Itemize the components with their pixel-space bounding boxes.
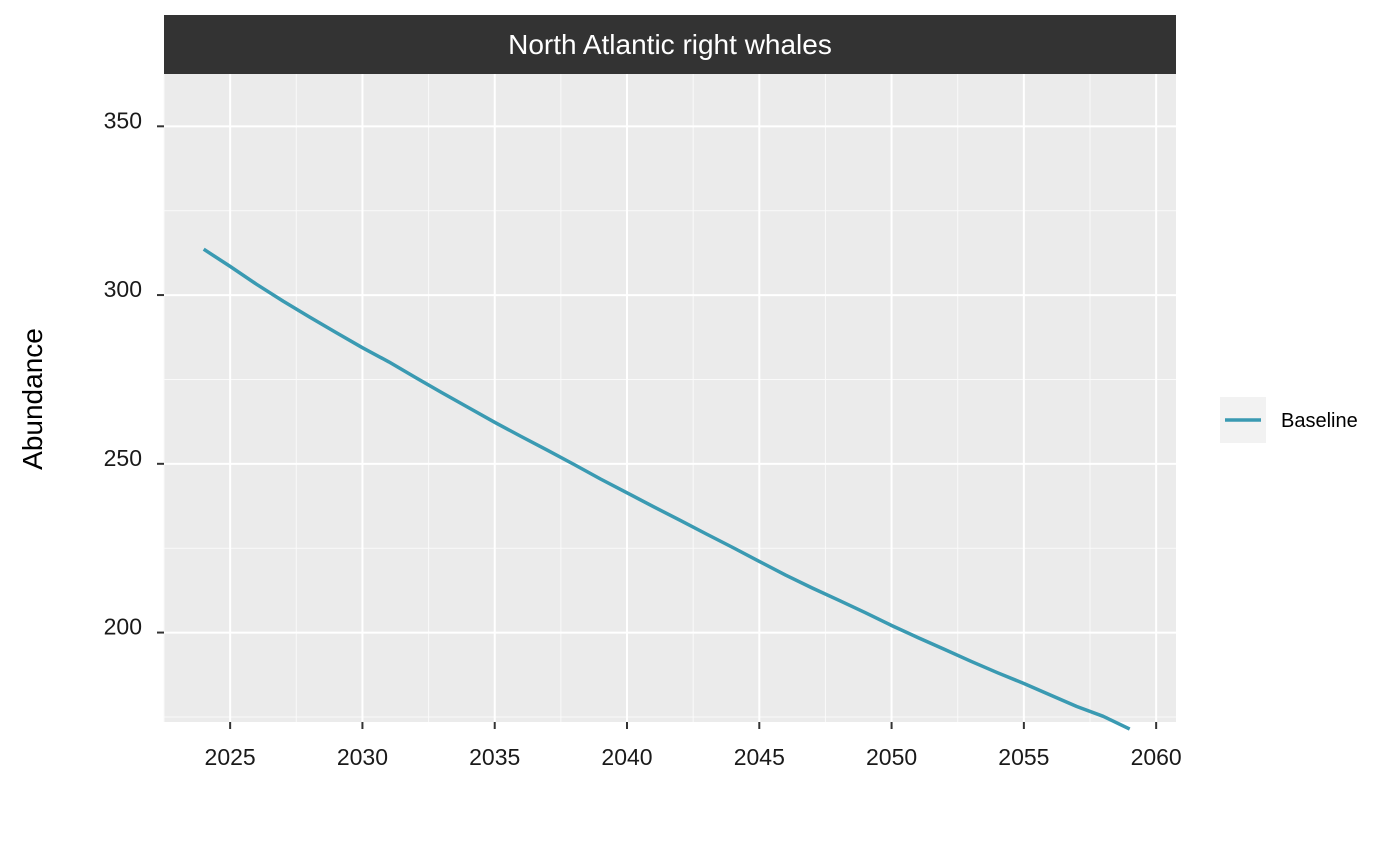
facet-strip <box>164 15 1176 74</box>
facet-title: North Atlantic right whales <box>508 29 832 60</box>
y-axis: 200 250 300 350 <box>104 107 164 640</box>
series-line-baseline <box>202 247 1131 731</box>
x-tick-label: 2045 <box>734 744 785 770</box>
x-tick-label: 2060 <box>1131 744 1182 770</box>
y-axis-title: Abundance <box>17 328 48 470</box>
legend-label: Baseline <box>1281 410 1358 432</box>
plot-panel <box>164 74 1176 722</box>
y-tick-label: 250 <box>104 445 142 471</box>
x-tick-label: 2040 <box>601 744 652 770</box>
y-tick-label: 200 <box>104 614 142 640</box>
x-tick-label: 2050 <box>866 744 917 770</box>
x-axis: 2025 2030 2035 2040 2045 2050 2055 2060 <box>205 722 1182 770</box>
x-tick-label: 2025 <box>205 744 256 770</box>
x-tick-label: 2030 <box>337 744 388 770</box>
y-tick-label: 300 <box>104 276 142 302</box>
minor-gridlines <box>163 74 1176 722</box>
series-layer <box>202 247 1131 731</box>
y-tick-label: 350 <box>104 107 142 133</box>
x-tick-label: 2035 <box>469 744 520 770</box>
legend: Baseline <box>1220 397 1358 443</box>
x-tick-label: 2055 <box>998 744 1049 770</box>
major-gridlines <box>164 74 1176 722</box>
